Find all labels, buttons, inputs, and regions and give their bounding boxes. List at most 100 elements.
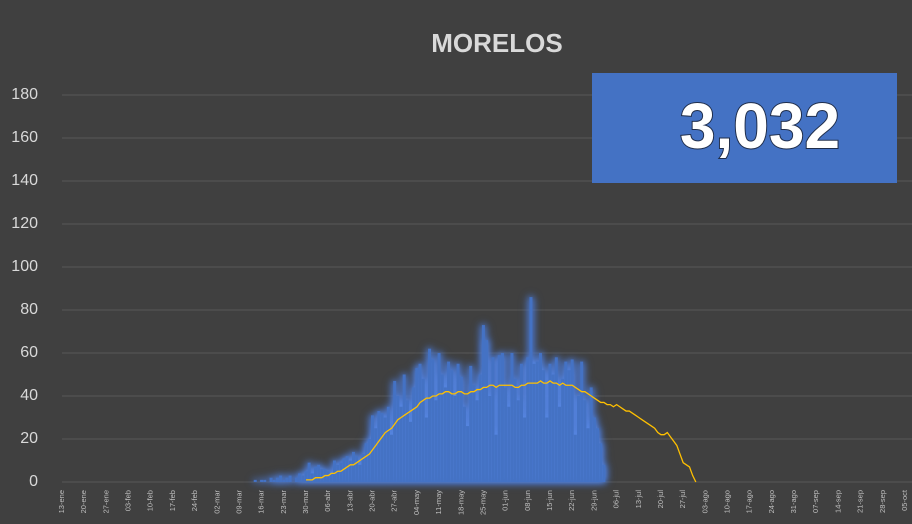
bar [253,479,257,482]
bar [386,406,390,482]
bar [494,434,498,482]
bar [421,378,425,482]
bar [345,456,349,482]
bar [485,340,489,482]
x-tick-label: 01-jun [501,490,510,511]
bar [374,428,378,482]
y-tick-label: 140 [11,172,38,189]
bar [418,363,422,482]
x-tick-label: 24-ago [767,490,776,513]
x-tick-label: 11-may [434,490,443,515]
bar [523,417,527,482]
bar [469,365,473,482]
bar [326,471,330,482]
bar [576,396,581,482]
bar [431,359,435,482]
bar [557,406,561,482]
bar [329,473,333,482]
y-tick-label: 0 [29,473,38,490]
bar [596,428,600,482]
bar [573,434,577,482]
bar [304,471,308,482]
bar [405,400,409,482]
bar [332,460,336,482]
bar [339,462,343,482]
bar [380,413,384,482]
bar [399,406,403,482]
bar [554,357,558,482]
bar [551,374,555,482]
bar [516,400,520,482]
bar [409,421,413,482]
bar [447,361,451,482]
bar [488,396,492,482]
bar [564,361,568,482]
x-tick-label: 31-ago [789,490,798,513]
bar [320,469,324,482]
y-tick-label: 80 [20,301,38,318]
x-tick-label: 13-jul [634,490,643,509]
bar [529,297,533,482]
bar [545,417,549,482]
bar [462,406,466,482]
bar [478,374,482,482]
bar [583,400,587,482]
bar [500,353,504,482]
x-tick-label: 23-mar [279,490,288,514]
x-tick-label: 22-jun [567,490,576,511]
bar [472,385,476,482]
x-tick-label: 15-jun [545,490,554,511]
bar [361,454,365,482]
bar [424,417,428,482]
bar [355,456,359,482]
bar [481,325,485,482]
bar [592,417,596,482]
bar [269,477,273,482]
line [306,380,697,483]
x-tick-label: 05-oct [900,489,909,511]
bar [491,357,495,482]
bar [599,443,603,482]
bar [526,357,530,482]
x-tick-label: 20-ene [79,490,88,513]
bar [510,353,514,482]
bar [285,477,289,482]
bar [260,479,264,482]
bar [294,477,298,482]
bar [548,363,552,482]
x-tick-label: 27-abr [390,490,399,512]
y-tick-label: 160 [11,129,38,146]
bar [358,464,362,482]
x-tick-label: 13-abr [345,490,354,512]
x-tick-label: 24-feb [190,490,199,511]
bar [570,359,574,482]
total-value: 3,032 [680,90,840,162]
x-tick-label: 10-feb [146,490,155,511]
x-tick-label: 16-mar [257,490,266,514]
y-tick-label: 40 [20,387,38,404]
bar [437,353,441,482]
bar [415,368,419,482]
bar [364,443,368,482]
bar [561,378,565,482]
x-tick-label: 08-jun [523,490,532,511]
y-tick-label: 120 [11,215,38,232]
bar [567,370,571,482]
bar [475,400,479,482]
bar [542,370,546,482]
x-tick-label: 03-feb [124,490,133,511]
bar [504,387,508,482]
bar [383,417,387,482]
bars [253,297,606,482]
bar [317,464,321,482]
bar [459,376,463,482]
x-tick-label: 20-jul [656,490,665,509]
bar [396,396,400,482]
x-tick-label: 17-feb [168,490,177,511]
bar [456,363,460,482]
x-tick-label: 09-mar [234,490,243,514]
labels: 0 20 40 60 80 100 120 140 160 180 13-ene 20-ene 27-e… [11,86,909,515]
y-tick-label: 100 [11,258,38,275]
total-box [592,73,897,183]
